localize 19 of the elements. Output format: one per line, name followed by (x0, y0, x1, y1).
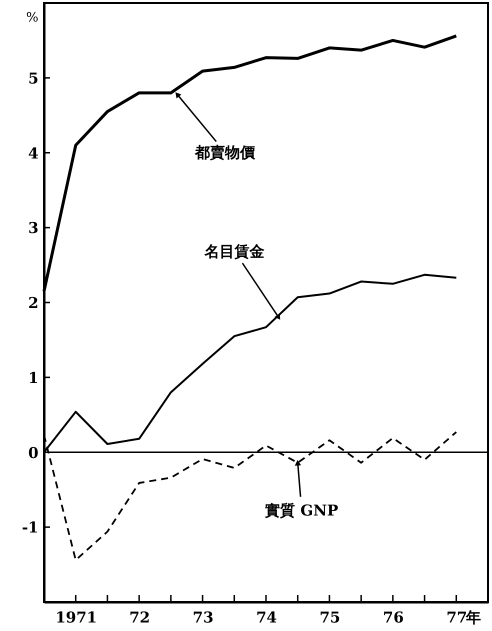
x-tick-label: 77 (446, 608, 468, 626)
y-tick-label: 3 (28, 219, 38, 238)
x-tick-label: 72 (129, 608, 150, 626)
y-tick-label: 5 (28, 69, 38, 88)
y-tick-label: 0 (28, 444, 38, 462)
x-tick-label: 75 (319, 608, 340, 626)
y-axis-title: % (26, 10, 38, 26)
x-tick-label: 76 (382, 608, 404, 626)
y-tick-label: -1 (22, 518, 38, 537)
annotation: 實質 GNP (265, 502, 338, 520)
x-tick-label: 73 (192, 608, 214, 626)
annotation: 都賣物價 (194, 143, 256, 162)
y-tick-label: 1 (28, 368, 38, 387)
x-tick-label: 1971 (55, 608, 98, 626)
x-axis-title: 年 (464, 608, 481, 626)
annotation: 名目賃金 (204, 242, 265, 260)
y-tick-label: 2 (28, 294, 38, 312)
y-tick-label: 4 (28, 144, 38, 162)
x-tick-label: 74 (256, 608, 277, 626)
